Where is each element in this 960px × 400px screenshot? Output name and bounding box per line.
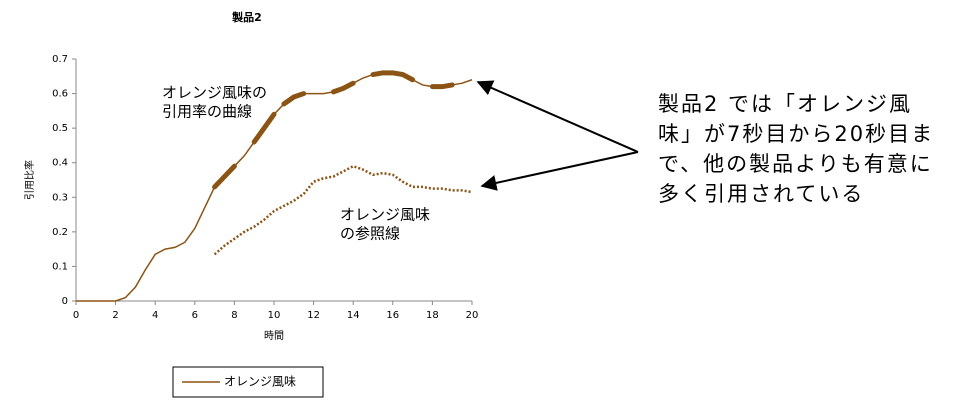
chart-title: 製品2: [231, 10, 262, 24]
annotation: オレンジ風味の: [162, 84, 267, 102]
emphasis-segment: [281, 91, 307, 107]
x-tick-label: 16: [386, 310, 399, 321]
emphasis-segment: [330, 80, 356, 95]
legend-label: オレンジ風味: [224, 375, 296, 389]
y-tick-label: 0.7: [52, 54, 68, 65]
x-axis-label: 時間: [264, 330, 284, 342]
x-tick-label: 10: [268, 310, 281, 321]
line: [76, 72, 473, 302]
annotation: の参照線: [340, 225, 400, 243]
y-tick-label: 0.1: [52, 261, 68, 272]
arrow: [476, 80, 639, 153]
x-tick-label: 2: [112, 310, 118, 321]
y-tick-label: 0: [62, 296, 68, 307]
x-tick-label: 0: [73, 310, 79, 321]
x-tick-label: 18: [426, 310, 439, 321]
x-tick-label: 14: [347, 310, 360, 321]
y-axis-label: 引用比率: [23, 160, 36, 200]
y-tick-label: 0.2: [52, 227, 68, 238]
annotation: オレンジ風味: [340, 206, 430, 224]
emphasis-segment: [370, 70, 416, 83]
emphasis-segment: [251, 111, 277, 145]
emphasis-segment: [212, 163, 237, 190]
y-tick-label: 0.5: [52, 123, 68, 134]
arrow: [480, 151, 639, 191]
annotation: 多く引用されている: [658, 182, 864, 206]
annotation: 引用率の曲線: [162, 103, 252, 121]
emphasis-segment: [429, 82, 455, 90]
x-tick-label: 12: [307, 310, 320, 321]
annotation: 製品2 では「オレンジ風: [658, 92, 912, 116]
y-tick-label: 0.4: [52, 158, 68, 169]
annotation: で、他の製品よりも有意に: [658, 152, 933, 176]
legend-box: [172, 366, 324, 398]
y-tick-label: 0.3: [52, 192, 68, 203]
x-tick-label: 8: [231, 310, 237, 321]
x-tick-label: 20: [466, 310, 479, 321]
x-tick-label: 4: [152, 310, 158, 321]
reference-line: [213, 164, 473, 256]
y-tick-label: 0.6: [52, 89, 68, 100]
x-tick-label: 6: [192, 310, 198, 321]
annotation: 味」が7秒目から20秒目ま: [658, 122, 934, 146]
